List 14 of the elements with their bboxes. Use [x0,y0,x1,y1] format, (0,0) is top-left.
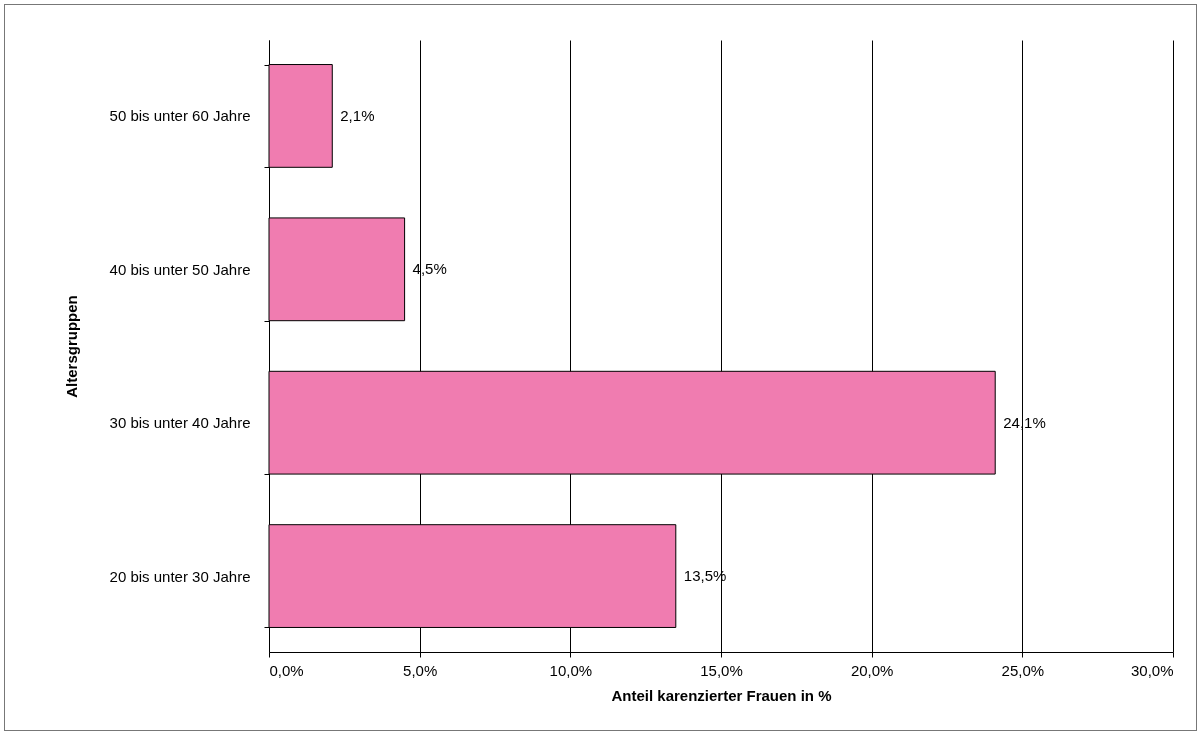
x-tick-label: 30,0% [1130,661,1174,679]
x-tick-label: 10,0% [549,661,593,679]
y-tick-label: 40 bis unter 50 Jahre [109,260,251,278]
x-tick-label: 20,0% [850,661,894,679]
y-tick-label: 50 bis unter 60 Jahre [109,107,251,125]
x-axis-title: Anteil karenzierter Frauen in % [611,686,832,704]
x-tick-label: 0,0% [269,661,304,679]
data-label: 2,1% [340,106,375,124]
y-axis-title: Altersgruppen [62,295,80,398]
y-tick-label: 30 bis unter 40 Jahre [109,414,251,432]
x-tick-label: 15,0% [700,661,743,679]
x-tick-label: 25,0% [1001,661,1045,679]
y-tick-label: 20 bis unter 30 Jahre [109,567,251,585]
x-tick-label: 5,0% [403,661,438,679]
